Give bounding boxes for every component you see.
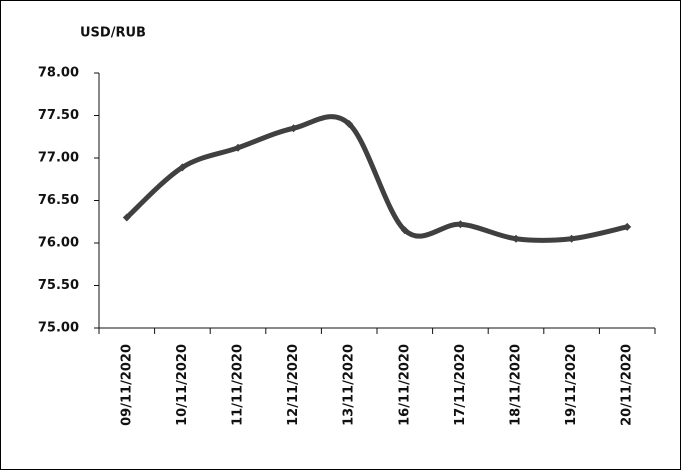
y-tick-label: 76.00	[38, 236, 79, 251]
y-tick-label: 76.50	[38, 193, 79, 208]
y-tick-label: 77.00	[38, 151, 79, 166]
marker	[178, 163, 187, 172]
line	[125, 114, 628, 243]
marker	[567, 234, 576, 243]
y-axis-label: USD/RUB	[80, 26, 146, 41]
marker	[456, 220, 465, 229]
marker	[512, 234, 520, 243]
x-tick-label: 16/11/2020	[397, 344, 412, 426]
x-tick-label: 09/11/2020	[119, 344, 134, 426]
x-tick-label: 19/11/2020	[564, 344, 579, 426]
x-tick-label: 13/11/2020	[342, 344, 357, 426]
x-tick-label: 20/11/2020	[620, 344, 635, 426]
marker	[122, 213, 131, 222]
y-tick-label: 78.00	[38, 66, 79, 81]
marker	[289, 124, 298, 133]
x-tick-label: 12/11/2020	[286, 344, 301, 426]
x-tick-label: 10/11/2020	[175, 344, 190, 426]
x-tick-label: 11/11/2020	[231, 344, 246, 426]
y-tick-label: 75.50	[38, 278, 79, 293]
y-tick-label: 77.50	[38, 108, 79, 123]
x-tick-label: 18/11/2020	[509, 344, 524, 426]
marker	[623, 222, 632, 231]
marker	[234, 143, 242, 152]
x-tick-label: 17/11/2020	[453, 344, 468, 426]
y-tick-label: 75.00	[38, 321, 79, 336]
marker	[400, 226, 409, 235]
marker	[345, 120, 354, 128]
